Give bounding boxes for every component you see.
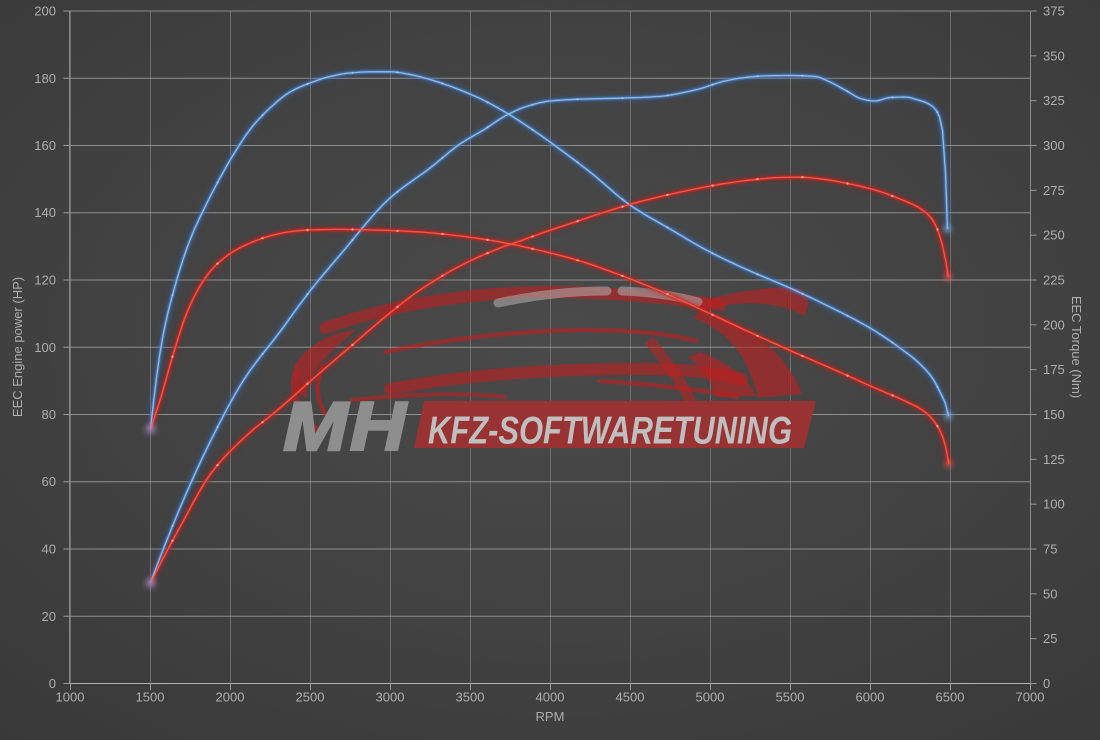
svg-text:200: 200 [1043,317,1065,332]
svg-text:140: 140 [34,205,56,220]
svg-text:20: 20 [42,609,56,624]
svg-text:325: 325 [1043,93,1065,108]
svg-text:1500: 1500 [136,690,165,705]
svg-text:7000: 7000 [1016,690,1045,705]
svg-text:3500: 3500 [456,690,485,705]
svg-text:1000: 1000 [56,690,85,705]
svg-text:120: 120 [34,273,56,288]
svg-text:RPM: RPM [536,709,565,724]
svg-text:50: 50 [1043,586,1057,601]
svg-text:350: 350 [1043,48,1065,63]
svg-text:4500: 4500 [616,690,645,705]
svg-text:375: 375 [1043,4,1065,19]
svg-text:3000: 3000 [376,690,405,705]
svg-text:100: 100 [1043,497,1065,512]
svg-text:175: 175 [1043,362,1065,377]
svg-text:EEC Engine power (HP): EEC Engine power (HP) [10,277,25,417]
svg-text:5000: 5000 [696,690,725,705]
svg-text:6000: 6000 [856,690,885,705]
svg-text:300: 300 [1043,138,1065,153]
svg-text:25: 25 [1043,631,1057,646]
svg-text:4000: 4000 [536,690,565,705]
svg-text:MH: MH [283,388,408,465]
svg-text:5500: 5500 [776,690,805,705]
svg-text:40: 40 [42,542,56,557]
svg-text:2500: 2500 [296,690,325,705]
svg-text:275: 275 [1043,183,1065,198]
svg-text:160: 160 [34,138,56,153]
svg-text:180: 180 [34,71,56,86]
svg-text:0: 0 [49,676,56,691]
svg-text:KFZ-SOFTWARETUNING: KFZ-SOFTWARETUNING [428,410,792,453]
svg-text:6500: 6500 [936,690,965,705]
svg-text:60: 60 [42,474,56,489]
svg-text:150: 150 [1043,407,1065,422]
svg-text:200: 200 [34,4,56,19]
svg-text:250: 250 [1043,228,1065,243]
svg-text:0: 0 [1043,676,1050,691]
svg-text:80: 80 [42,407,56,422]
svg-text:2000: 2000 [216,690,245,705]
svg-text:75: 75 [1043,542,1057,557]
svg-text:100: 100 [34,340,56,355]
svg-text:EEC Torque (Nm): EEC Torque (Nm) [1069,296,1084,398]
svg-text:125: 125 [1043,452,1065,467]
svg-text:225: 225 [1043,273,1065,288]
